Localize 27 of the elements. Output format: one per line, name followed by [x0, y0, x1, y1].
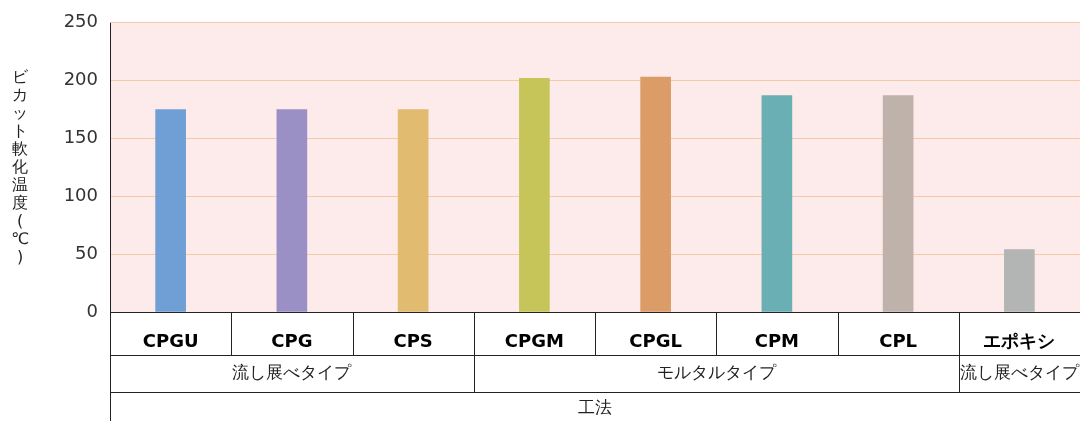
- x-tick-label: CPG: [271, 330, 313, 352]
- y-tick-label: 250: [63, 10, 98, 32]
- bar: [397, 109, 429, 312]
- x-tick-label: CPGU: [142, 330, 199, 352]
- y-tick-label: 100: [63, 183, 98, 205]
- bar: [519, 78, 550, 312]
- x-tick-label: CPGL: [629, 330, 682, 352]
- text: モルタルタイプ: [656, 361, 777, 382]
- bar: [276, 109, 308, 312]
- bar: [155, 109, 186, 312]
- bar: [882, 95, 914, 312]
- x-tick-label: CPS: [393, 330, 433, 352]
- x-tick-label: CPGM: [504, 330, 564, 352]
- x-tick-label: エポキシ: [983, 330, 1056, 352]
- bar: [640, 76, 671, 312]
- y-tick-label: 50: [75, 241, 98, 263]
- bar: [761, 95, 793, 312]
- text: ビカット軟化温度(℃): [11, 67, 29, 266]
- y-tick-label: 200: [63, 68, 98, 90]
- text: 流し展べタイプ: [959, 361, 1080, 382]
- x-tick-label: CPL: [879, 330, 918, 352]
- x-tick-label: CPM: [754, 330, 800, 352]
- text: 流し展べタイプ: [232, 361, 353, 382]
- y-tick-label: 150: [63, 126, 98, 148]
- bar: [1004, 249, 1035, 312]
- x-axis-title: 工法: [578, 397, 612, 418]
- y-tick-label: 0: [86, 299, 98, 321]
